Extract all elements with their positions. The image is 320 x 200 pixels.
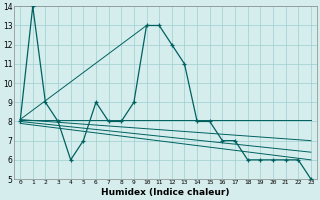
- X-axis label: Humidex (Indice chaleur): Humidex (Indice chaleur): [101, 188, 230, 197]
